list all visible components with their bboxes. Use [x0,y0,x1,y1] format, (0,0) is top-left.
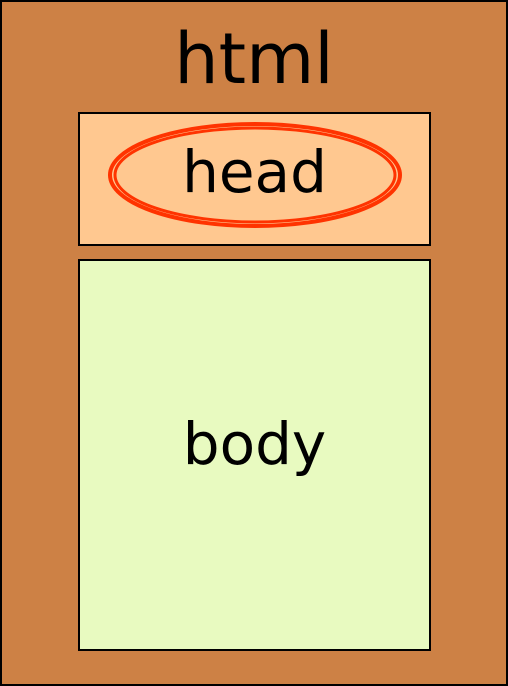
head-element-label: head [182,138,327,206]
body-element-box [78,259,431,651]
body-element-label: body [182,410,327,478]
html-element-label: html [174,18,334,100]
